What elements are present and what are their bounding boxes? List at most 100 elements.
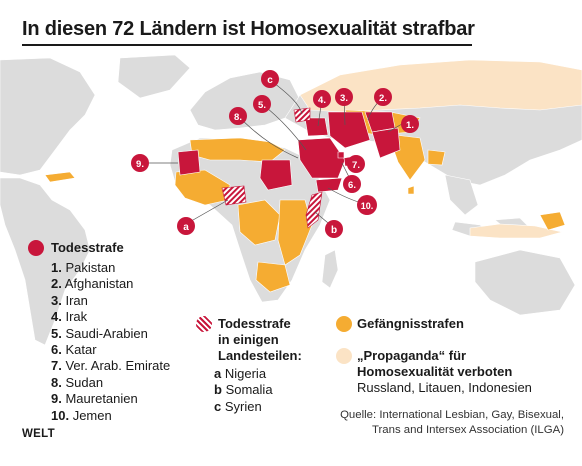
list-item-name: Ver. Arab. Emirate bbox=[65, 358, 171, 374]
propaganda-countries: Russland, Litauen, Indonesien bbox=[357, 380, 532, 395]
region-south-asia-2 bbox=[427, 149, 446, 166]
land-australia bbox=[474, 249, 576, 316]
list-item: 6. Katar bbox=[51, 342, 170, 358]
marker-6: 6. bbox=[343, 175, 361, 193]
brand-logo: WELT bbox=[22, 428, 55, 440]
list-item-name: Iran bbox=[65, 292, 88, 308]
list-item-number: 4. bbox=[51, 309, 62, 325]
list-item: c Syrien bbox=[214, 399, 273, 415]
map-title: In diesen 72 Ländern ist Homosexualität … bbox=[22, 18, 475, 40]
marker-10-text: 10. bbox=[361, 201, 374, 211]
marker-9-text: 9. bbox=[136, 159, 144, 170]
map-markers: 1. 2. 3. 4. 5. 6. 7. 8. 9. 10. a b c bbox=[131, 70, 419, 238]
source-line1: Quelle: International Lesbian, Gay, Bise… bbox=[340, 409, 564, 421]
death-penalty-swatch bbox=[28, 240, 44, 256]
marker-7: 7. bbox=[347, 155, 365, 173]
region-saudi-arabia bbox=[297, 137, 346, 179]
region-central-africa bbox=[237, 199, 281, 246]
marker-6-text: 6. bbox=[348, 180, 356, 191]
list-item-letter: b bbox=[214, 382, 222, 398]
death-penalty-list: 1. Pakistan 2. Afghanistan 3. Iran 4. Ir… bbox=[51, 260, 170, 424]
propaganda-swatch bbox=[336, 348, 352, 364]
marker-4: 4. bbox=[313, 90, 331, 108]
land-madagascar bbox=[321, 249, 339, 289]
list-item: 8. Sudan bbox=[51, 375, 170, 391]
marker-a: a bbox=[177, 217, 195, 235]
marker-7-text: 7. bbox=[352, 160, 360, 171]
marker-c: c bbox=[261, 70, 279, 88]
region-mauritania bbox=[177, 149, 201, 176]
list-item-letter: c bbox=[214, 398, 222, 414]
marker-b: b bbox=[325, 220, 343, 238]
partial-death-penalty-swatch bbox=[196, 316, 212, 332]
region-qatar bbox=[337, 151, 345, 159]
list-item: 4. Irak bbox=[51, 309, 170, 325]
source-line2: Trans and Intersex Association (ILGA) bbox=[371, 424, 564, 436]
marker-1-text: 1. bbox=[406, 120, 414, 131]
list-item-name: Somalia bbox=[225, 382, 273, 398]
marker-3-text: 3. bbox=[340, 93, 348, 104]
title-underline bbox=[22, 44, 472, 46]
land-south-america bbox=[0, 177, 91, 346]
region-yemen bbox=[315, 177, 343, 193]
region-east-africa bbox=[277, 199, 313, 266]
list-item: 9. Mauretanien bbox=[51, 391, 170, 407]
list-item-name: Saudi-Arabien bbox=[65, 325, 148, 341]
region-caribbean bbox=[44, 171, 76, 183]
list-item: b Somalia bbox=[214, 382, 273, 398]
marker-b-text: b bbox=[331, 225, 337, 236]
propaganda-regions bbox=[299, 59, 582, 239]
list-item-number: 6. bbox=[51, 342, 62, 358]
list-item-number: 1. bbox=[51, 260, 62, 275]
marker-9: 9. bbox=[131, 154, 149, 172]
list-item-number: 7. bbox=[51, 358, 62, 374]
list-item-letter: a bbox=[214, 366, 222, 381]
list-item-name: Syrien bbox=[224, 398, 262, 414]
land-north-america bbox=[0, 57, 96, 176]
prison-heading: Gefängnisstrafen bbox=[357, 316, 464, 331]
land-se-asia bbox=[444, 174, 479, 216]
marker-a-text: a bbox=[183, 222, 189, 233]
region-png bbox=[539, 211, 566, 231]
list-item-name: Sudan bbox=[65, 374, 104, 390]
region-west-africa bbox=[174, 169, 231, 206]
world-map: 1. 2. 3. 4. 5. 6. 7. 8. 9. 10. a b c bbox=[0, 54, 582, 346]
list-item: 3. Iran bbox=[51, 293, 170, 309]
list-item-number: 2. bbox=[51, 276, 62, 292]
region-pakistan bbox=[371, 127, 401, 159]
prison-swatch bbox=[336, 316, 352, 332]
propaganda-heading-line1: „Propaganda“ für bbox=[357, 348, 467, 363]
region-somalia bbox=[305, 191, 323, 229]
list-item-name: Afghanistan bbox=[64, 276, 134, 292]
region-nigeria bbox=[221, 185, 247, 206]
death-penalty-heading: Todesstrafe bbox=[51, 240, 124, 255]
marker-5: 5. bbox=[253, 95, 271, 113]
region-sri-lanka bbox=[407, 185, 415, 195]
partial-heading-line1: Todesstrafe bbox=[218, 316, 291, 331]
propaganda-heading-line2: Homosexualität verboten bbox=[357, 364, 513, 379]
region-iraq bbox=[304, 117, 329, 137]
marker-2-text: 2. bbox=[379, 93, 387, 104]
prison-regions bbox=[44, 109, 566, 293]
marker-2: 2. bbox=[374, 88, 392, 106]
list-item-number: 9. bbox=[51, 391, 62, 407]
region-sudan bbox=[259, 159, 293, 191]
partial-death-penalty-list: a Nigeria b Somalia c Syrien bbox=[214, 366, 273, 415]
marker-8-text: 8. bbox=[234, 112, 242, 123]
marker-c-text: c bbox=[267, 75, 273, 86]
region-indonesia bbox=[469, 223, 563, 239]
partial-regions bbox=[221, 107, 323, 229]
source-note: Quelle: International Lesbian, Gay, Bise… bbox=[314, 408, 564, 438]
list-item-name: Pakistan bbox=[65, 260, 116, 275]
list-item-name: Katar bbox=[65, 342, 97, 358]
list-item-name: Irak bbox=[65, 309, 88, 325]
list-item: 1. Pakistan bbox=[51, 260, 170, 276]
marker-5-text: 5. bbox=[258, 100, 266, 111]
marker-3: 3. bbox=[335, 88, 353, 106]
list-item: 2. Afghanistan bbox=[51, 276, 170, 292]
list-item: 7. Ver. Arab. Emirate bbox=[51, 358, 170, 374]
list-item-name: Nigeria bbox=[224, 366, 267, 381]
region-syria bbox=[293, 107, 311, 123]
list-item-number: 8. bbox=[51, 374, 62, 390]
list-item: a Nigeria bbox=[214, 366, 273, 382]
